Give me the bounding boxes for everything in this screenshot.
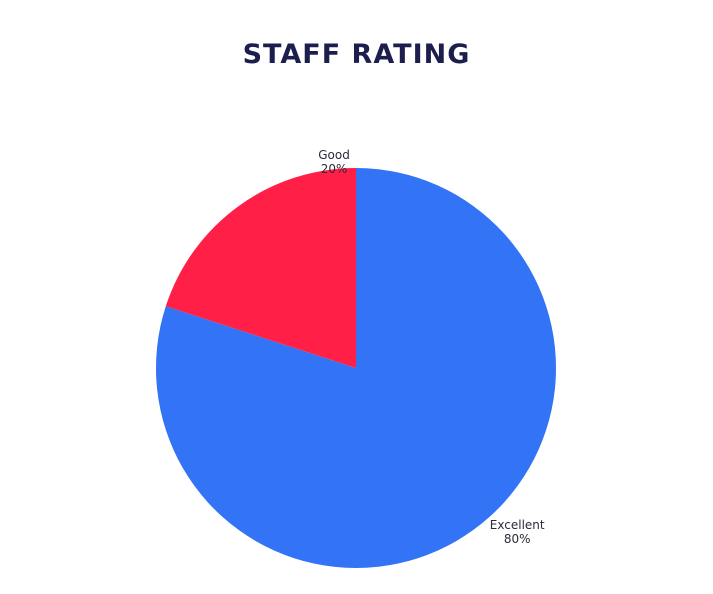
pie-slice-good	[165, 168, 356, 368]
slice-label-value: 80%	[504, 532, 531, 546]
slice-label-name: Excellent	[490, 518, 545, 532]
pie-slice-excellent	[156, 168, 556, 568]
slice-label-name: Good	[318, 148, 350, 162]
chart-title: STAFF RATING	[242, 39, 471, 70]
slice-label-value: 20%	[321, 162, 348, 176]
